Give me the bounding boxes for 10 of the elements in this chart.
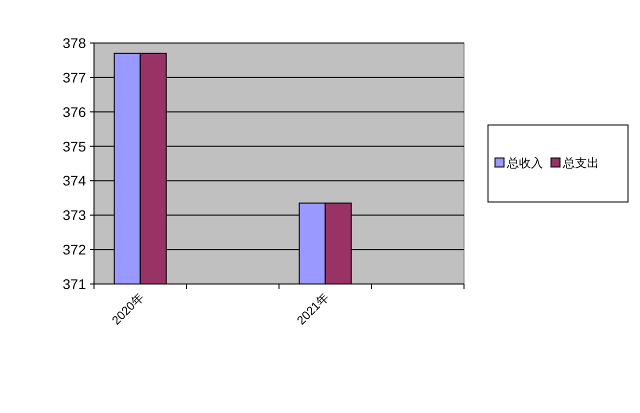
y-tick-label: 372 [62, 242, 86, 258]
y-tick-label: 374 [62, 172, 86, 189]
y-tick-label: 377 [62, 69, 86, 86]
y-tick-label: 371 [62, 276, 86, 292]
legend-label: 总收入 [506, 156, 543, 170]
y-tick-label: 378 [62, 35, 86, 51]
legend-label: 总支出 [562, 156, 599, 170]
y-tick-label: 375 [62, 138, 86, 154]
y-tick-label: 373 [62, 207, 86, 224]
y-tick-label: 376 [62, 104, 86, 120]
